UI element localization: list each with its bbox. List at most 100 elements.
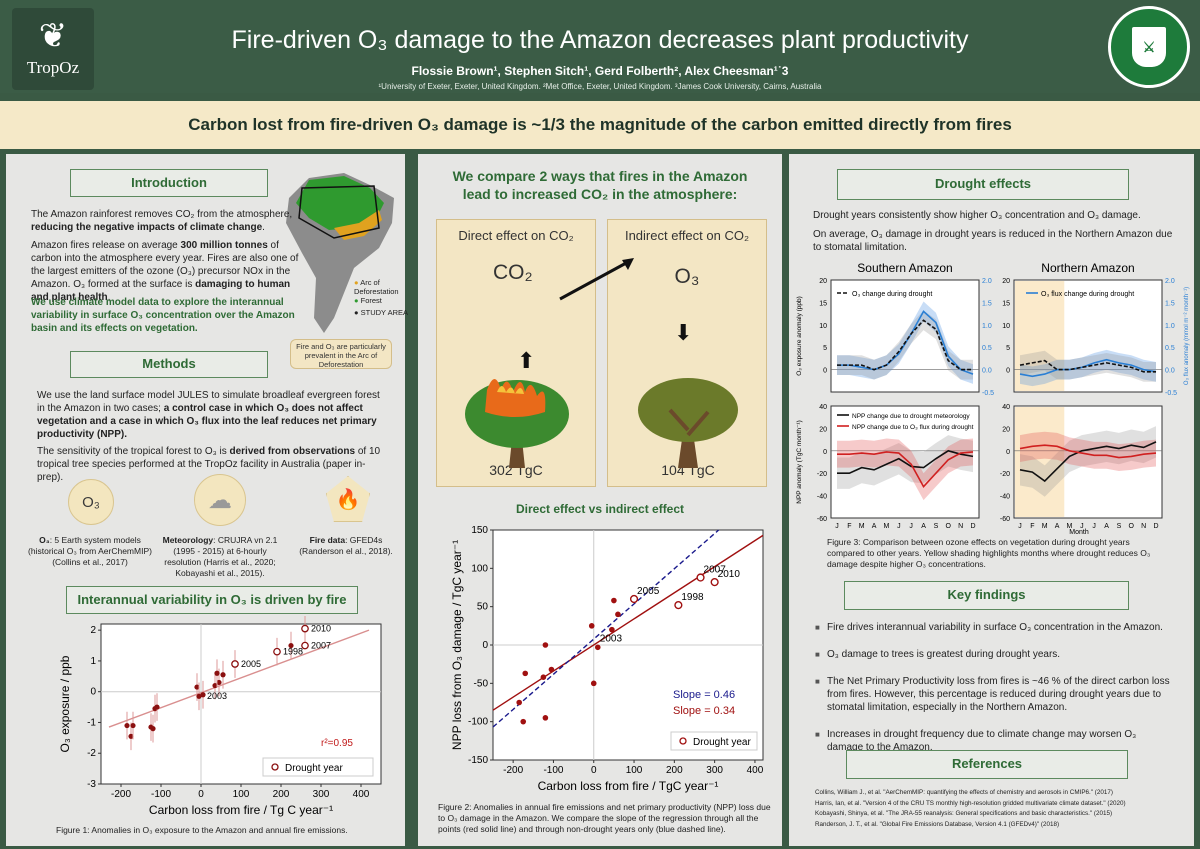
- intro-p3: We use climate model data to explore the…: [31, 297, 295, 334]
- amazon-map: [286, 173, 394, 333]
- y-tick-label: 5: [823, 345, 827, 352]
- y-tick-label: -20: [1000, 471, 1010, 478]
- data-point: [124, 722, 130, 729]
- reference-item: Collins, William J., et al. "AerChemMIP:…: [815, 789, 1113, 796]
- x-axis-label: Month: [1069, 529, 1089, 536]
- y2-tick-label: 0.5: [982, 345, 992, 352]
- x-tick-label: 300: [313, 789, 330, 800]
- compare-heading: We compare 2 ways that fires in the Amaz…: [452, 168, 748, 202]
- legend-label: NPP change due to drought meteorology: [852, 413, 970, 420]
- x-tick-label: 400: [747, 765, 764, 776]
- point-label: 2010: [718, 569, 741, 580]
- indirect-gas: O₃: [674, 265, 700, 288]
- npp-o3-line: [837, 451, 974, 488]
- finding-item: O₃ damage to trees is greatest during dr…: [815, 648, 1175, 661]
- fit-line-all: [492, 534, 764, 711]
- references-list: Collins, William J., et al. "AerChemMIP:…: [815, 788, 1190, 830]
- data-point: [150, 726, 156, 732]
- reference-item: Kobayashi, Shinya, et al. "The JRA-55 re…: [815, 810, 1113, 817]
- burning-tree: [465, 379, 569, 468]
- month-label: O: [1129, 523, 1135, 530]
- finding-item: The Net Primary Productivity loss from f…: [815, 675, 1175, 714]
- damaged-tree: [638, 378, 738, 468]
- affiliations: ¹University of Exeter, Exeter, United Ki…: [378, 82, 822, 91]
- month-label: A: [1104, 523, 1109, 530]
- drought-point: [301, 624, 309, 633]
- data-point: [214, 670, 220, 676]
- y-tick-label: 0: [1006, 449, 1010, 456]
- x-tick-label: -200: [111, 789, 131, 800]
- shield-icon: ⚔: [1132, 27, 1166, 67]
- month-label: J: [1092, 523, 1096, 530]
- y-tick-label: 40: [819, 404, 827, 411]
- y2-tick-label: 1.0: [982, 323, 992, 330]
- legend-forest: ● Forest: [354, 296, 382, 305]
- month-label: N: [1141, 523, 1146, 530]
- month-label: A: [921, 523, 926, 530]
- npp-met-band: [1020, 426, 1156, 497]
- y-tick-label: 0: [90, 687, 96, 698]
- data-point: [609, 626, 615, 633]
- o3-line: [837, 319, 973, 371]
- variability-heading: Interannual variability in O₃ is driven …: [66, 586, 358, 614]
- methods-p1: We use the land surface model JULES to s…: [37, 390, 380, 440]
- npp-met-line: [837, 449, 974, 474]
- x-axis-label: Carbon loss from fire / TgC year⁻¹: [538, 779, 719, 793]
- methods-p2: The sensitivity of the tropical forest t…: [37, 446, 381, 483]
- data-point: [212, 682, 218, 689]
- y2-axis-label: O₃ flux anomaly (mmol m⁻² month⁻¹): [1184, 287, 1190, 385]
- y-tick-label: 5: [1006, 345, 1010, 352]
- month-label: M: [884, 523, 890, 530]
- x-tick-label: -100: [543, 765, 563, 776]
- panel-title: Southern Amazon: [857, 261, 952, 275]
- month-label: A: [872, 523, 877, 530]
- tropoz-logo: ❦ TropOz: [12, 8, 94, 90]
- poster-title: Fire-driven O₃ damage to the Amazon decr…: [231, 26, 969, 54]
- point-label: 2003: [600, 633, 623, 644]
- y-tick-label: 20: [1002, 278, 1010, 285]
- y-tick-label: 2: [90, 625, 96, 636]
- data-point: [196, 693, 202, 699]
- y-tick-label: -20: [817, 471, 827, 478]
- data-point: [588, 623, 595, 629]
- arc-callout: Fire and O₃ are particularly prevalent i…: [290, 339, 392, 369]
- y-tick-label: 10: [819, 323, 827, 330]
- point-label: 1998: [681, 592, 704, 603]
- legend-marker: [271, 763, 279, 771]
- x-tick-label: 200: [666, 765, 683, 776]
- middle-column: We compare 2 ways that fires in the Amaz…: [418, 154, 782, 846]
- month-label: J: [1080, 523, 1084, 530]
- data-point: [128, 733, 134, 739]
- point-label: 2010: [311, 624, 331, 634]
- legend-arc: ● Arc of Deforestation: [354, 278, 399, 296]
- intro-p2: Amazon fires release on average 300 mill…: [31, 240, 299, 303]
- x-tick-label: -100: [151, 789, 171, 800]
- meteorology-data-caption: Meteorology: CRUJRA vn 2.1 (1995 - 2015)…: [162, 535, 278, 578]
- data-point: [548, 666, 555, 673]
- y-axis-label: O₃ exposure anomaly (ppb): [796, 296, 803, 376]
- legend-label: NPP change due to O₃ flux during drought: [852, 424, 974, 431]
- y-axis-label: O₃ exposure / ppb: [58, 655, 72, 752]
- y-tick-label: -100: [468, 717, 488, 728]
- introduction-heading: Introduction: [70, 169, 268, 197]
- month-label: J: [1018, 523, 1022, 530]
- drought-point: [674, 601, 683, 610]
- y2-tick-label: 0.5: [1165, 345, 1175, 352]
- plot-area: [100, 623, 382, 785]
- y-tick-label: 150: [471, 525, 488, 536]
- figure-2-chart: -200 -100 0 100 200 300 400 -150 -100 -50 0 50 100 15…: [450, 525, 764, 793]
- drought-shading: [1015, 407, 1065, 517]
- drought-point: [231, 660, 239, 668]
- findings-list: Fire drives interannual variability in s…: [815, 621, 1175, 768]
- y2-tick-label: -0.5: [1165, 390, 1177, 397]
- exeter-logo: ⚔: [1108, 6, 1190, 88]
- figure-3-chart: Southern Amazon Northern Amazon 0 5 10 15 20 -0…: [796, 261, 1190, 536]
- x-tick-label: 100: [626, 765, 643, 776]
- key-message-banner: Carbon lost from fire-driven O₃ damage i…: [0, 101, 1200, 149]
- direct-title: Direct effect on CO₂: [458, 228, 574, 243]
- legend-marker: [679, 737, 687, 745]
- findings-heading: Key findings: [844, 581, 1129, 610]
- y-tick-label: -60: [1000, 516, 1010, 523]
- r2-annotation: r²=0.95: [321, 738, 353, 749]
- x-tick-label: 0: [591, 765, 597, 776]
